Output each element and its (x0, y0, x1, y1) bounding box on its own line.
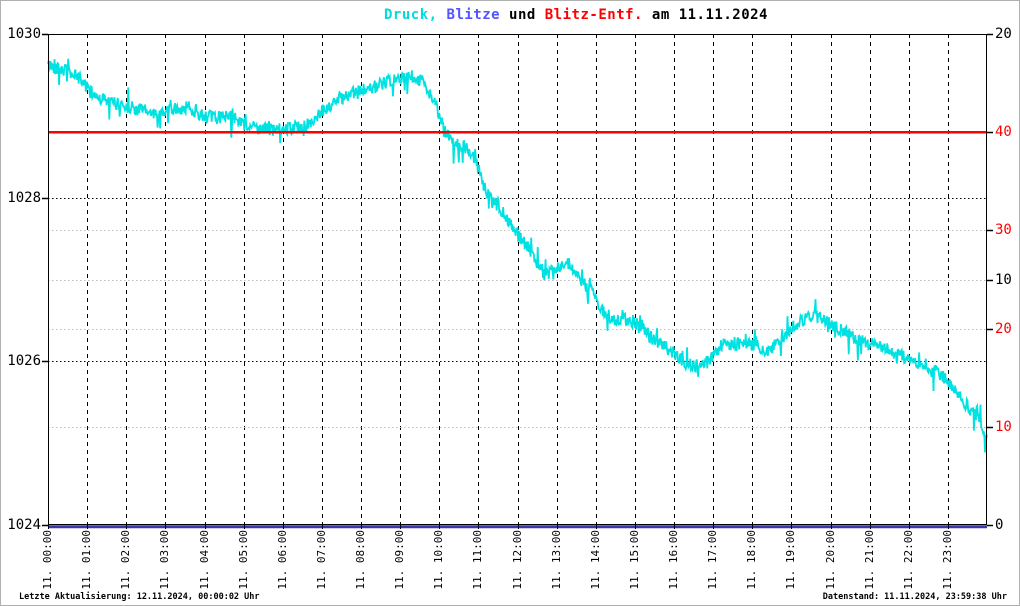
y-left-label: 1028 (7, 189, 41, 206)
y-right-red-label: 20 (995, 320, 1012, 337)
title-part-blitz-entf: Blitz-Entf. (544, 7, 643, 23)
title-part-druck: Druck, (384, 7, 438, 23)
x-axis-label: 11. 16:00 (667, 530, 680, 590)
x-axis-label: 11. 10:00 (432, 530, 446, 590)
footer-last-update: Letzte Aktualisierung: 12.11.2024, 00:00… (19, 592, 260, 602)
footer-data-timestamp: Datenstand: 11.11.2024, 23:59:38 Uhr (822, 592, 1007, 602)
x-axis-label: 11. 18:00 (745, 530, 759, 590)
x-axis-label: 11. 05:00 (236, 530, 250, 590)
x-axis-label: 11. 14:00 (588, 530, 602, 590)
x-axis-label: 11. 13:00 (549, 530, 563, 590)
title-part-blitze: Blitze (437, 7, 501, 23)
y-right-black-label: 10 (995, 271, 1012, 288)
plot-border (48, 34, 987, 525)
y-right-red-label: 30 (995, 222, 1012, 239)
y-right-red-label: 40 (995, 124, 1012, 141)
title-part-date: am 11.11.2024 (642, 7, 768, 23)
title-part-und: und (500, 7, 545, 23)
x-axis-label: 11. 21:00 (862, 530, 876, 590)
y-left-label: 1030 (7, 26, 41, 42)
y-left-label: 1026 (7, 353, 41, 370)
x-axis-label: 11. 09:00 (393, 530, 407, 590)
series-druck-line (47, 58, 988, 453)
x-axis-label: 11. 19:00 (784, 530, 798, 590)
x-axis-label: 11. 03:00 (158, 530, 172, 590)
x-axis-label: 11. 23:00 (940, 530, 954, 590)
x-axis-label: 11. 00:00 (41, 530, 54, 590)
x-axis-label: 11. 04:00 (197, 530, 211, 590)
x-axis-label: 11. 07:00 (314, 530, 328, 590)
x-axis-label: 11. 20:00 (823, 530, 837, 590)
y-left-label: 1024 (7, 517, 41, 533)
x-axis-label: 11. 11:00 (471, 530, 485, 590)
x-axis-label: 11. 06:00 (275, 530, 289, 590)
x-axis-label: 11. 15:00 (627, 530, 641, 590)
y-right-red-label: 10 (995, 418, 1012, 435)
x-axis-label: 11. 08:00 (354, 530, 367, 590)
chart-title: Druck, Blitze und Blitz-Entf. am 11.11.2… (384, 7, 768, 23)
x-axis-label: 11. 12:00 (510, 530, 524, 590)
y-right-black-label: 0 (995, 517, 1004, 533)
x-axis-label: 11. 17:00 (706, 530, 720, 590)
y-right-black-label: 20 (995, 26, 1012, 42)
x-axis-label: 11. 02:00 (119, 530, 133, 590)
x-axis-label: 11. 22:00 (901, 530, 915, 590)
x-axis-label: 11. 01:00 (80, 530, 94, 590)
